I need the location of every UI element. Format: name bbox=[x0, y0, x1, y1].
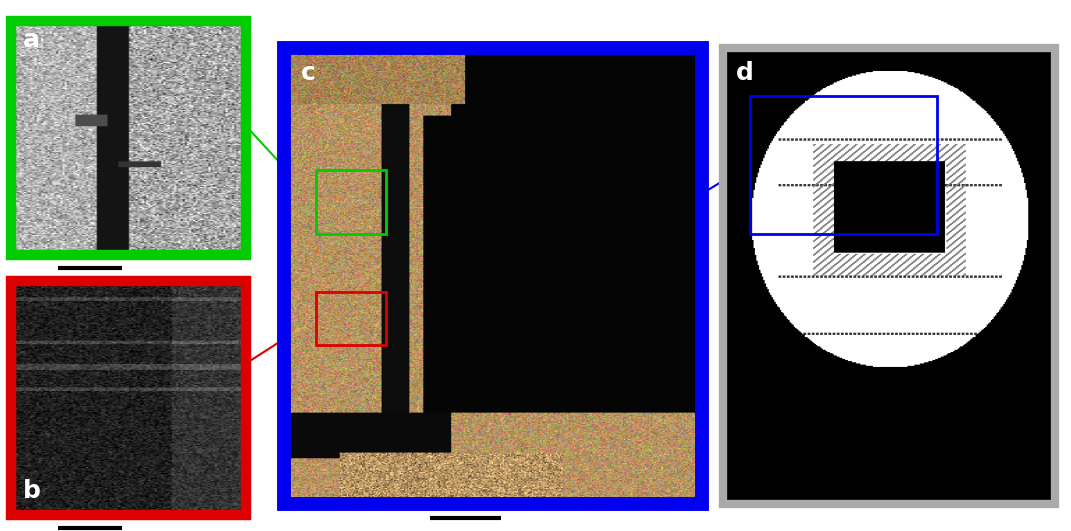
Bar bbox=[750, 96, 937, 234]
Text: b: b bbox=[22, 479, 41, 503]
Text: d: d bbox=[736, 62, 754, 85]
Bar bbox=[316, 292, 386, 345]
Bar bbox=[316, 170, 386, 234]
Text: a: a bbox=[22, 28, 40, 52]
Text: c: c bbox=[301, 62, 315, 85]
